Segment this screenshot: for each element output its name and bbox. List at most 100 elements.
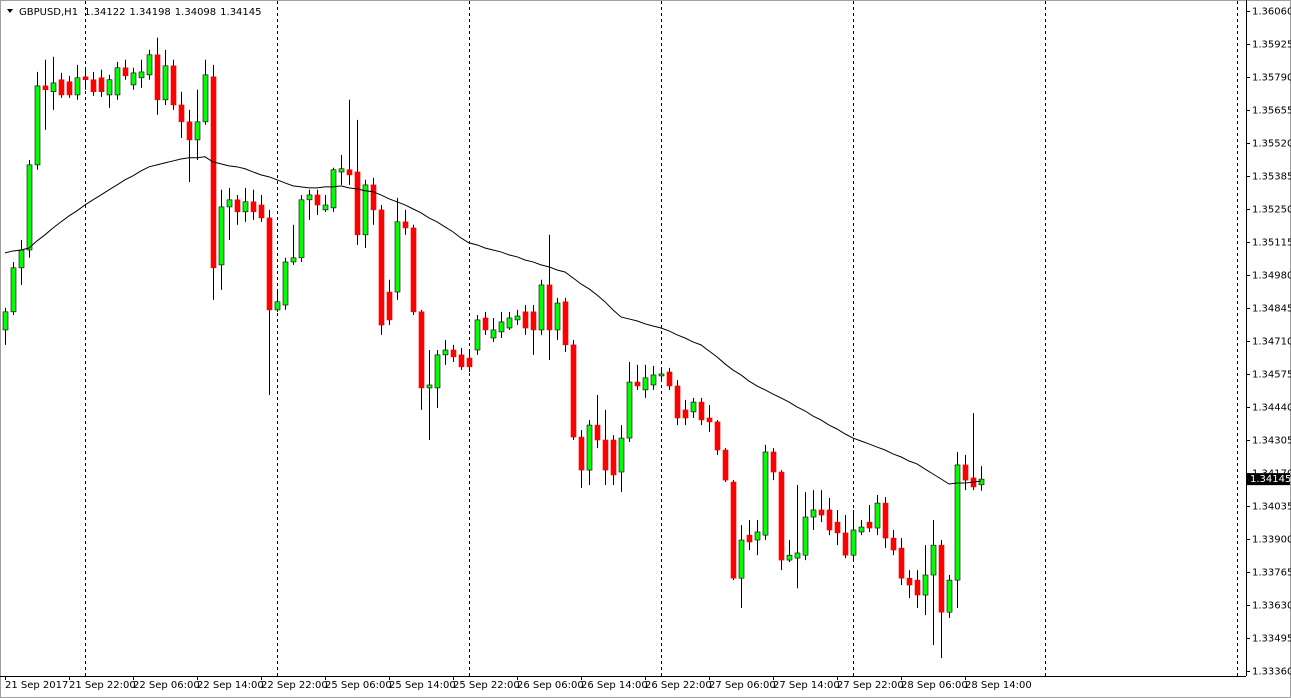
candle-body bbox=[906, 577, 913, 586]
candle-body bbox=[178, 104, 185, 123]
candle-body bbox=[850, 529, 857, 556]
candle-body bbox=[218, 206, 225, 266]
candle-body bbox=[666, 371, 673, 387]
candle-body bbox=[362, 184, 369, 236]
y-tick-label: 1.36060 bbox=[1252, 7, 1291, 18]
y-tick-label: 1.35520 bbox=[1252, 139, 1291, 150]
candle-body bbox=[66, 81, 73, 96]
x-tick-label: 25 Sep 06:00 bbox=[325, 680, 392, 691]
chart-header: GBPUSD,H1 1.34122 1.34198 1.34098 1.34145 bbox=[19, 7, 262, 18]
x-tick-label: 26 Sep 14:00 bbox=[581, 680, 648, 691]
candle-body bbox=[938, 544, 945, 613]
price-label: 1.34145 bbox=[1250, 474, 1291, 485]
candle-body bbox=[26, 164, 33, 251]
candle-body bbox=[642, 377, 649, 391]
candle-body bbox=[130, 72, 137, 86]
candle-body bbox=[874, 502, 881, 529]
candle-body bbox=[298, 199, 305, 259]
candle-body bbox=[274, 301, 281, 311]
candle-body bbox=[346, 169, 353, 176]
candle-body bbox=[810, 509, 817, 518]
y-tick-label: 1.35790 bbox=[1252, 73, 1291, 84]
candle-body bbox=[834, 521, 841, 534]
candle-body bbox=[74, 77, 81, 96]
candle-body bbox=[242, 201, 249, 213]
candle-body bbox=[114, 67, 121, 96]
candle-body bbox=[706, 417, 713, 423]
candle-body bbox=[746, 534, 753, 543]
x-tick-label: 22 Sep 06:00 bbox=[133, 680, 200, 691]
candle-body bbox=[498, 321, 505, 333]
menu-arrow[interactable] bbox=[7, 9, 13, 13]
candle-body bbox=[138, 71, 145, 79]
candle-body bbox=[226, 199, 233, 208]
y-tick-label: 1.33630 bbox=[1252, 601, 1291, 612]
candle-body bbox=[266, 217, 273, 311]
candle-body bbox=[354, 171, 361, 236]
candle-body bbox=[786, 554, 793, 561]
candle-body bbox=[146, 54, 153, 76]
candle-body bbox=[674, 385, 681, 419]
candle-body bbox=[866, 521, 873, 529]
candle-body bbox=[202, 74, 209, 123]
candle-body bbox=[690, 401, 697, 413]
candle-body bbox=[2, 311, 9, 331]
candle-body bbox=[658, 373, 665, 377]
candle-body bbox=[162, 65, 169, 101]
candle-body bbox=[610, 439, 617, 476]
y-tick-label: 1.34575 bbox=[1252, 370, 1291, 381]
candle-body bbox=[506, 317, 513, 329]
candle-body bbox=[930, 544, 937, 576]
candle-body bbox=[442, 349, 449, 356]
candle-body bbox=[554, 302, 561, 331]
candle-body bbox=[594, 424, 601, 441]
candle-body bbox=[722, 449, 729, 481]
candle-body bbox=[962, 464, 969, 481]
candle-body bbox=[378, 209, 385, 326]
candle-body bbox=[570, 344, 577, 438]
candle-body bbox=[618, 437, 625, 473]
y-tick-label: 1.35250 bbox=[1252, 205, 1291, 216]
header-open: 1.34122 bbox=[84, 7, 125, 18]
x-tick-label: 27 Sep 06:00 bbox=[709, 680, 776, 691]
candle-body bbox=[98, 77, 105, 93]
x-tick-label: 27 Sep 22:00 bbox=[837, 680, 904, 691]
y-tick-label: 1.34845 bbox=[1252, 304, 1291, 315]
candle-body bbox=[82, 76, 89, 81]
candle-body bbox=[802, 516, 809, 556]
candle-body bbox=[50, 82, 57, 93]
x-tick-label: 22 Sep 22:00 bbox=[261, 680, 328, 691]
candle-body bbox=[402, 221, 409, 229]
header-low: 1.34098 bbox=[175, 7, 216, 18]
candle-body bbox=[522, 311, 529, 329]
candle-body bbox=[682, 409, 689, 419]
candle-body bbox=[650, 374, 657, 386]
candle-body bbox=[882, 502, 889, 539]
header-high: 1.34198 bbox=[129, 7, 170, 18]
y-tick-label: 1.34440 bbox=[1252, 403, 1291, 414]
candle-body bbox=[858, 526, 865, 533]
candle-body bbox=[394, 221, 401, 293]
candle-body bbox=[890, 537, 897, 551]
symbol: GBPUSD,H1 bbox=[19, 7, 78, 18]
candle-body bbox=[34, 85, 41, 166]
candle-body bbox=[306, 194, 313, 201]
candle-body bbox=[738, 539, 745, 579]
candle-body bbox=[258, 204, 265, 219]
y-tick-label: 1.33900 bbox=[1252, 535, 1291, 546]
y-tick-label: 1.34980 bbox=[1252, 271, 1291, 282]
x-tick-label: 25 Sep 22:00 bbox=[453, 680, 520, 691]
candle-body bbox=[458, 354, 465, 368]
candle-body bbox=[922, 574, 929, 596]
y-tick-label: 1.34305 bbox=[1252, 436, 1291, 447]
candle-body bbox=[698, 401, 705, 421]
candle-body bbox=[290, 257, 297, 263]
candle-body bbox=[546, 284, 553, 331]
candle-body bbox=[234, 199, 241, 213]
candle-body bbox=[18, 249, 25, 269]
candle-body bbox=[842, 532, 849, 556]
candle-body bbox=[898, 547, 905, 579]
y-tick-label: 1.35655 bbox=[1252, 106, 1291, 117]
